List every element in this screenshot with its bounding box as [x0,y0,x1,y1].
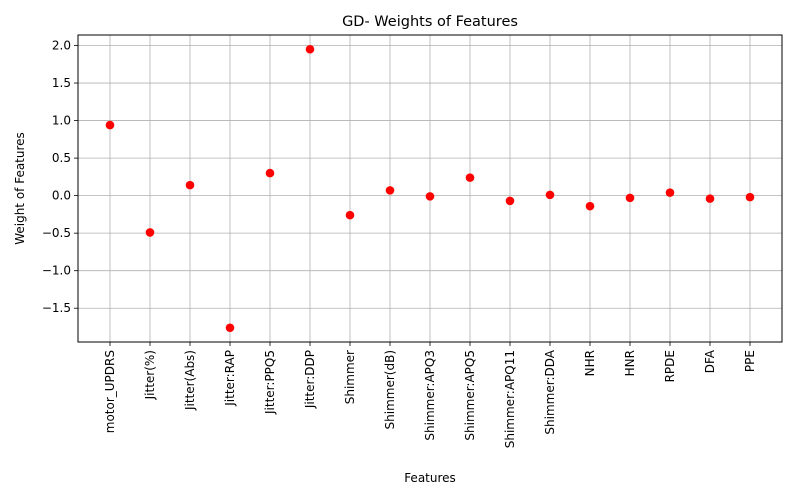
data-point [625,193,635,203]
data-point [545,190,555,200]
y-tick-label: −1.5 [42,301,71,315]
y-tick-label: 1.5 [52,76,71,90]
x-tick-label: Jitter(Abs) [183,350,197,411]
x-axis-title: Features [404,471,456,485]
x-tick-label: motor_UPDRS [103,350,117,433]
x-tick-label: Jitter(%) [143,350,157,400]
x-tick-label: NHR [583,350,597,376]
x-tick-label: Shimmer:APQ11 [503,350,517,448]
x-tick-label: Shimmer [343,350,357,404]
data-point [385,186,395,195]
x-tick-label: RPDE [663,350,677,382]
x-axis: motor_UPDRS Jitter(%) Jitter(Abs) Jitter:RA… [103,342,757,448]
x-tick-label: Shimmer:APQ3 [423,350,437,441]
x-tick-label: Jitter:RAP [223,350,237,407]
x-tick-label: Jitter:PPQ5 [263,350,277,415]
data-points [105,44,755,333]
grid [78,35,782,342]
data-point [305,44,315,54]
data-point [425,192,435,201]
y-tick-label: 2.0 [52,39,71,53]
y-axis: −1.5 −1.0 −0.5 0.0 0.5 1.0 1.5 2.0 [42,39,78,315]
y-tick-label: −1.0 [42,264,71,278]
x-tick-label: Shimmer(dB) [383,350,397,429]
x-tick-label: PPE [743,350,757,372]
x-tick-label: Shimmer:APQ5 [463,350,477,441]
y-axis-title: Weight of Features [13,132,27,245]
data-point [465,173,475,182]
x-tick-label: DFA [703,349,717,373]
y-tick-label: 1.0 [52,114,71,128]
data-point [665,188,675,197]
data-point [145,228,155,237]
x-tick-label: HNR [623,350,637,376]
data-point [265,168,275,178]
y-tick-label: −0.5 [42,226,71,240]
data-point [345,210,355,220]
x-tick-label: Jitter:DDP [303,350,317,409]
chart-title: GD- Weights of Features [342,14,518,30]
data-point [225,323,235,333]
x-tick-label: Shimmer:DDA [543,349,557,434]
data-point [585,201,595,211]
y-tick-label: 0.5 [52,151,71,165]
y-tick-label: 0.0 [52,189,71,203]
data-point [505,196,515,206]
data-point [105,120,115,130]
data-point [185,180,195,190]
data-point [705,194,715,203]
data-point [745,192,755,202]
